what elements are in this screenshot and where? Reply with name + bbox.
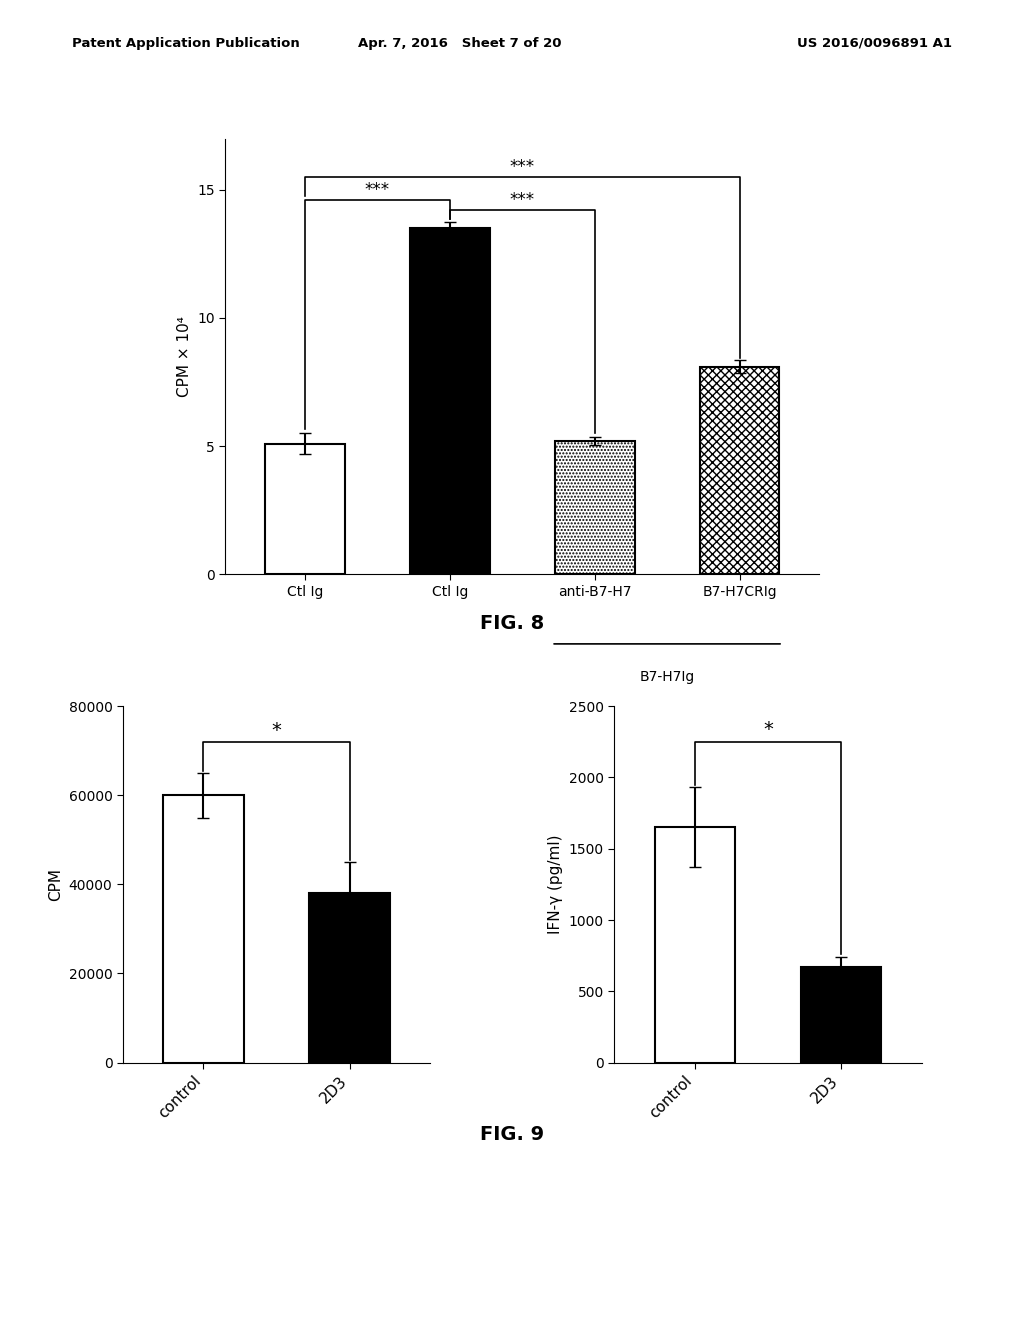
Bar	[555, 441, 635, 574]
Bar	[410, 228, 489, 574]
Bar	[801, 968, 882, 1063]
Text: *: *	[763, 719, 773, 739]
Text: Apr. 7, 2016   Sheet 7 of 20: Apr. 7, 2016 Sheet 7 of 20	[358, 37, 562, 50]
Y-axis label: IFN-γ (pg/ml): IFN-γ (pg/ml)	[548, 834, 563, 935]
Y-axis label: CPM × 10⁴: CPM × 10⁴	[177, 315, 191, 397]
Text: US 2016/0096891 A1: US 2016/0096891 A1	[798, 37, 952, 50]
Text: FIG. 8: FIG. 8	[480, 614, 544, 632]
Text: FIG. 9: FIG. 9	[480, 1125, 544, 1143]
Bar	[699, 367, 779, 574]
Text: *: *	[271, 721, 282, 739]
Y-axis label: CPM: CPM	[48, 869, 63, 900]
Text: ***: ***	[510, 191, 535, 209]
Bar	[654, 828, 735, 1063]
Bar	[309, 894, 390, 1063]
Text: Patent Application Publication: Patent Application Publication	[72, 37, 299, 50]
Text: ***: ***	[510, 158, 535, 176]
Bar	[265, 444, 345, 574]
Text: ***: ***	[365, 181, 390, 199]
Bar	[163, 795, 244, 1063]
Text: B7-H7Ig: B7-H7Ig	[639, 671, 694, 684]
